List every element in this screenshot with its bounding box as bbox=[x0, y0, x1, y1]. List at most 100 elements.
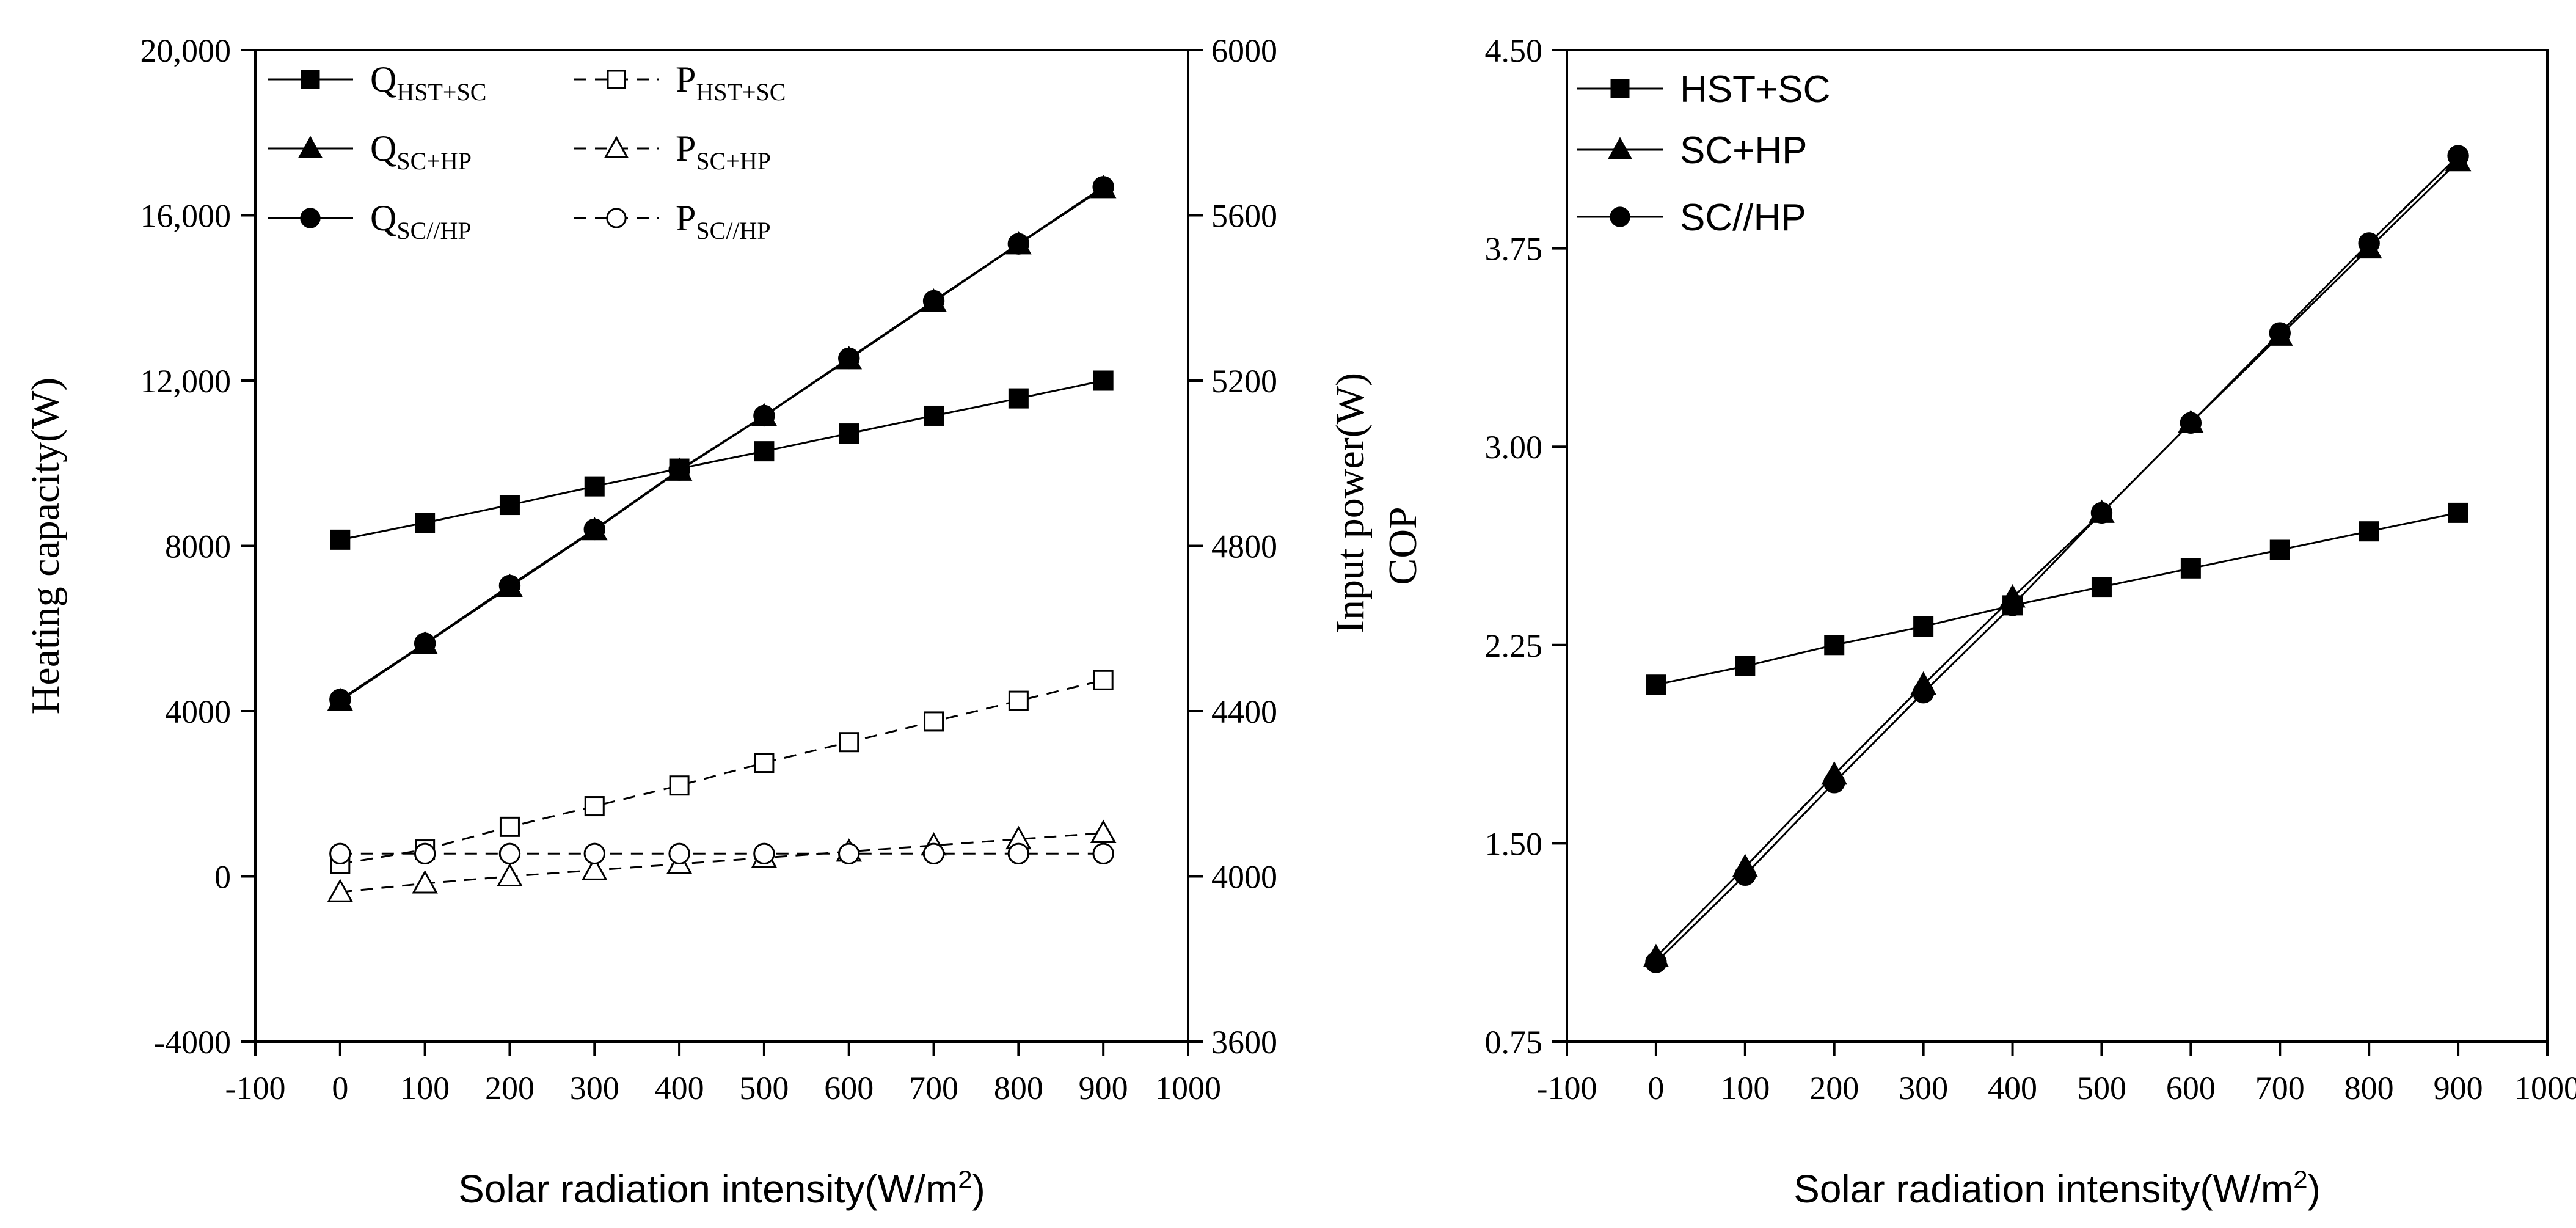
data-point-Q-HST+SC bbox=[924, 405, 944, 426]
y-left-tick-label: 0 bbox=[214, 859, 231, 896]
legend-label-main: P bbox=[676, 128, 696, 169]
data-point-P-SC//HP bbox=[1092, 842, 1114, 865]
x-axis-title-sup: 2 bbox=[958, 1165, 972, 1194]
y-right-tick-label: 3600 bbox=[1211, 1024, 1277, 1061]
legend-label: PSC+HP bbox=[676, 128, 771, 175]
x-axis-title-tail: ) bbox=[2308, 1167, 2321, 1211]
data-point-P-SC//HP bbox=[498, 842, 521, 865]
series-line-Q-SC//HP bbox=[339, 186, 1104, 701]
data-point-P-SC+HP bbox=[497, 863, 523, 886]
legend-marker bbox=[1610, 79, 1630, 98]
data-point-Q-SC//HP bbox=[329, 689, 351, 711]
data-point-P-SC+HP bbox=[1090, 819, 1117, 843]
x-axis-title-text: Solar radiation intensity(W/m bbox=[1793, 1167, 2293, 1211]
data-point-HST+SC bbox=[2448, 502, 2468, 523]
data-point-P-SC//HP bbox=[838, 842, 860, 865]
data-point-Q-SC//HP bbox=[498, 574, 521, 597]
legend-label-sub: SC//HP bbox=[696, 217, 770, 244]
y-tick-label: 2.25 bbox=[1485, 627, 1543, 664]
y-tick-label: 0.75 bbox=[1485, 1024, 1543, 1061]
legend-label-main: Q bbox=[370, 198, 396, 238]
data-point-Q-SC//HP bbox=[668, 459, 690, 481]
x-tick-label: 0 bbox=[332, 1070, 348, 1106]
legend-label-main: P bbox=[676, 198, 696, 238]
data-point-HST+SC bbox=[1913, 616, 1934, 637]
data-point-SC//HP bbox=[1823, 772, 1845, 794]
data-point-SC//HP bbox=[1912, 682, 1935, 704]
legend-label: QSC//HP bbox=[370, 198, 472, 244]
data-point-SC//HP bbox=[2358, 232, 2380, 254]
data-point-Q-SC//HP bbox=[838, 347, 860, 370]
data-point-SC//HP bbox=[1734, 864, 1756, 886]
x-tick-label: 800 bbox=[2344, 1070, 2394, 1106]
y-left-tick-label: 12,000 bbox=[140, 363, 232, 400]
data-point-P-SC//HP bbox=[668, 842, 690, 865]
x-tick-label: 400 bbox=[655, 1070, 704, 1106]
legend-label-sub: HST+SC bbox=[396, 78, 486, 106]
cop-chart: -100 0 100 200 300 400 500 600 700 800 900 1000 0.75… bbox=[1381, 32, 2576, 1211]
y-right-tick-label: 4400 bbox=[1211, 693, 1277, 730]
data-point-HST+SC bbox=[1646, 674, 1666, 695]
data-point-P-SC//HP bbox=[414, 842, 436, 865]
data-point-P-SC//HP bbox=[1007, 842, 1030, 865]
data-point-HST+SC bbox=[1735, 656, 1756, 676]
legend-label: SC//HP bbox=[1680, 197, 1806, 239]
y-axis-title-cop: COP bbox=[1381, 506, 1425, 585]
x-tick-label: 800 bbox=[994, 1070, 1043, 1106]
x-axis-title-sup: 2 bbox=[2293, 1165, 2307, 1194]
data-point-SC//HP bbox=[2447, 145, 2469, 167]
x-axis-title-right: Solar radiation intensity(W/m2) bbox=[1793, 1165, 2321, 1212]
data-point-P-SC//HP bbox=[329, 842, 351, 865]
legend-marker bbox=[300, 208, 321, 228]
x-tick-label: 200 bbox=[1809, 1070, 1859, 1106]
y-right-tick-label: 5600 bbox=[1211, 198, 1277, 235]
y-left-tick-label: 4000 bbox=[165, 693, 231, 730]
y-right-tick-label: 6000 bbox=[1211, 32, 1277, 69]
x-tick-label: 700 bbox=[2255, 1070, 2305, 1106]
data-point-Q-HST+SC bbox=[584, 476, 605, 497]
data-point-Q-SC//HP bbox=[583, 518, 605, 541]
data-point-Q-HST+SC bbox=[1008, 388, 1029, 409]
data-point-Q-HST+SC bbox=[330, 529, 351, 550]
series-line-P-SC+HP bbox=[340, 831, 1104, 893]
legend-label-sub: HST+SC bbox=[696, 78, 786, 106]
legend-label: SC+HP bbox=[1680, 130, 1807, 172]
y-tick-label: 3.75 bbox=[1485, 231, 1543, 268]
data-point-Q-SC//HP bbox=[414, 632, 436, 654]
data-point-SC//HP bbox=[2269, 322, 2291, 344]
data-point-SC//HP bbox=[2180, 412, 2202, 434]
data-point-P-HST+SC bbox=[1093, 670, 1114, 690]
data-point-P-HST+SC bbox=[839, 732, 859, 753]
x-axis-title-tail: ) bbox=[972, 1167, 985, 1211]
y-tick-label: 3.00 bbox=[1485, 429, 1543, 466]
data-point-Q-SC//HP bbox=[1092, 176, 1114, 198]
legend-label: PHST+SC bbox=[676, 59, 786, 106]
legend-label: PSC//HP bbox=[676, 198, 771, 244]
x-tick-label: 300 bbox=[1899, 1070, 1948, 1106]
legend-label: QHST+SC bbox=[370, 59, 486, 106]
data-point-Q-SC//HP bbox=[1007, 233, 1030, 255]
legend-marker bbox=[1607, 137, 1633, 159]
heating-capacity-chart: -100 0 100 200 300 400 500 600 700 800 900 1000 -400… bbox=[23, 32, 1373, 1211]
legend-label: QSC+HP bbox=[370, 128, 472, 175]
y-tick-label: 1.50 bbox=[1485, 825, 1543, 862]
y-axis-title-right: Input power(W) bbox=[1328, 373, 1373, 634]
series-line-Q-HST+SC bbox=[340, 379, 1104, 541]
data-point-P-SC+HP bbox=[581, 857, 608, 880]
data-point-Q-SC//HP bbox=[922, 290, 945, 312]
y-left-tick-label: 20,000 bbox=[140, 32, 232, 69]
x-tick-label: 100 bbox=[400, 1070, 450, 1106]
data-point-HST+SC bbox=[1824, 635, 1845, 656]
legend-label-main: Q bbox=[370, 128, 396, 169]
x-axis-title-text: Solar radiation intensity(W/m bbox=[458, 1167, 958, 1211]
y-right-tick-label: 4800 bbox=[1211, 528, 1277, 565]
series-line-HST+SC bbox=[1655, 511, 2459, 686]
x-tick-label: 200 bbox=[485, 1070, 535, 1106]
x-tick-label: 300 bbox=[570, 1070, 619, 1106]
data-point-P-SC//HP bbox=[922, 842, 945, 865]
data-point-P-SC//HP bbox=[753, 842, 775, 865]
data-point-Q-HST+SC bbox=[839, 423, 859, 444]
series-line-SC//HP bbox=[1655, 155, 2459, 963]
legend-marker bbox=[606, 208, 627, 228]
data-point-SC//HP bbox=[2001, 594, 2024, 616]
